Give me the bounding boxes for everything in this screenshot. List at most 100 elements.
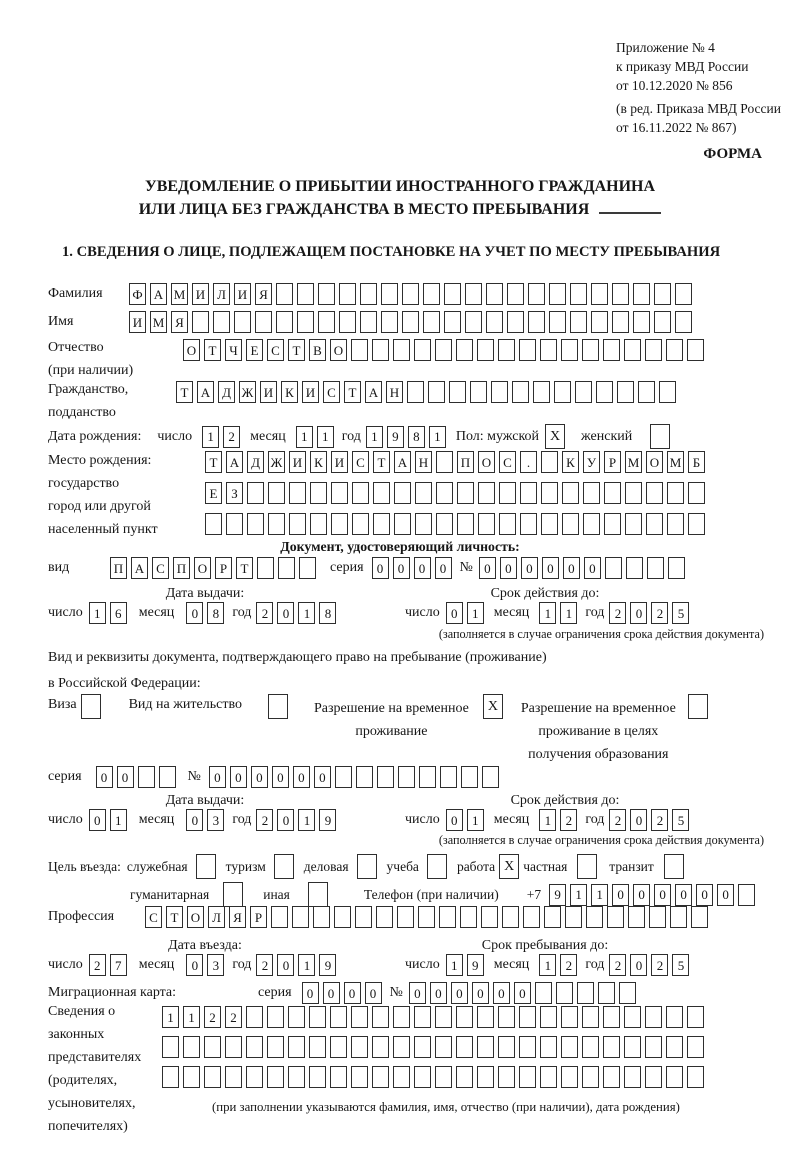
char-cell[interactable]: [477, 1066, 494, 1088]
char-cell[interactable]: О: [194, 557, 211, 579]
char-cell[interactable]: [393, 1036, 410, 1058]
char-cell[interactable]: [246, 1036, 263, 1058]
char-cell[interactable]: 2: [204, 1006, 221, 1028]
char-cell[interactable]: [645, 339, 662, 361]
checkbox-cell[interactable]: [356, 854, 377, 879]
char-cell[interactable]: 1: [591, 883, 609, 906]
char-cell[interactable]: [465, 311, 482, 333]
char-cell[interactable]: [465, 283, 482, 305]
char-cell[interactable]: [633, 311, 650, 333]
char-cell[interactable]: [603, 1036, 620, 1058]
char-cell[interactable]: [460, 906, 477, 928]
char-cell[interactable]: 0: [313, 766, 331, 788]
char-cell[interactable]: [318, 283, 335, 305]
char-cell[interactable]: [271, 906, 288, 928]
char-cell[interactable]: 1: [570, 883, 588, 906]
char-cell[interactable]: 0: [630, 954, 648, 976]
char-cell[interactable]: 1: [539, 809, 557, 831]
char-cell[interactable]: [372, 1036, 389, 1058]
char-cell[interactable]: [540, 339, 557, 361]
char-cell[interactable]: 0: [445, 602, 463, 624]
checkbox-cell[interactable]: [267, 694, 288, 719]
char-cell[interactable]: [604, 557, 622, 579]
char-cell[interactable]: [687, 1066, 704, 1088]
char-cell[interactable]: [268, 482, 285, 504]
char-cell[interactable]: [310, 482, 327, 504]
char-cell[interactable]: 2: [560, 954, 578, 976]
char-cell[interactable]: 0: [413, 557, 431, 579]
char-cell[interactable]: [528, 283, 545, 305]
char-cell[interactable]: [289, 513, 306, 535]
char-cell[interactable]: [555, 982, 573, 1004]
char-cell[interactable]: [649, 906, 666, 928]
char-cell[interactable]: [512, 381, 529, 403]
char-cell[interactable]: П: [110, 557, 127, 579]
char-cell[interactable]: [297, 283, 314, 305]
char-cell[interactable]: [603, 1006, 620, 1028]
char-cell[interactable]: [628, 906, 645, 928]
char-cell[interactable]: [439, 906, 456, 928]
char-cell[interactable]: 2: [609, 954, 627, 976]
char-cell[interactable]: С: [499, 451, 516, 473]
char-cell[interactable]: [659, 381, 676, 403]
char-cell[interactable]: В: [309, 339, 326, 361]
char-cell[interactable]: 9: [319, 809, 337, 831]
char-cell[interactable]: [624, 1066, 641, 1088]
char-cell[interactable]: [268, 513, 285, 535]
char-cell[interactable]: [612, 283, 629, 305]
char-cell[interactable]: [309, 1006, 326, 1028]
char-cell[interactable]: 0: [277, 809, 295, 831]
char-cell[interactable]: [502, 906, 519, 928]
char-cell[interactable]: [604, 482, 621, 504]
char-cell[interactable]: 1: [183, 1006, 200, 1028]
char-cell[interactable]: [583, 513, 600, 535]
char-cell[interactable]: Ж: [268, 451, 285, 473]
char-cell[interactable]: А: [394, 451, 411, 473]
char-cell[interactable]: [225, 1036, 242, 1058]
char-cell[interactable]: О: [646, 451, 663, 473]
char-cell[interactable]: [246, 1066, 263, 1088]
char-cell[interactable]: [670, 906, 687, 928]
char-cell[interactable]: [460, 766, 478, 788]
checkbox-cell[interactable]: [273, 854, 294, 879]
char-cell[interactable]: С: [152, 557, 169, 579]
checkbox-cell[interactable]: [577, 854, 598, 879]
char-cell[interactable]: [276, 283, 293, 305]
char-cell[interactable]: [645, 1006, 662, 1028]
char-cell[interactable]: [582, 339, 599, 361]
char-cell[interactable]: [478, 513, 495, 535]
char-cell[interactable]: О: [187, 906, 204, 928]
char-cell[interactable]: [183, 1066, 200, 1088]
char-cell[interactable]: [561, 1066, 578, 1088]
char-cell[interactable]: 0: [271, 766, 289, 788]
char-cell[interactable]: [415, 482, 432, 504]
char-cell[interactable]: [624, 1036, 641, 1058]
char-cell[interactable]: [267, 1066, 284, 1088]
char-cell[interactable]: [351, 1066, 368, 1088]
char-cell[interactable]: [436, 482, 453, 504]
char-cell[interactable]: [372, 1006, 389, 1028]
char-cell[interactable]: 9: [466, 954, 484, 976]
char-cell[interactable]: [604, 513, 621, 535]
char-cell[interactable]: [267, 1006, 284, 1028]
char-cell[interactable]: [330, 1036, 347, 1058]
char-cell[interactable]: 9: [549, 883, 567, 906]
char-cell[interactable]: 0: [562, 557, 580, 579]
char-cell[interactable]: [520, 513, 537, 535]
char-cell[interactable]: 9: [319, 954, 337, 976]
char-cell[interactable]: 1: [298, 954, 316, 976]
char-cell[interactable]: [397, 766, 415, 788]
char-cell[interactable]: [309, 1036, 326, 1058]
char-cell[interactable]: [414, 1036, 431, 1058]
char-cell[interactable]: [612, 311, 629, 333]
char-cell[interactable]: А: [150, 283, 167, 305]
char-cell[interactable]: Ч: [225, 339, 242, 361]
char-cell[interactable]: 0: [541, 557, 559, 579]
char-cell[interactable]: 1: [295, 425, 313, 448]
char-cell[interactable]: [507, 311, 524, 333]
char-cell[interactable]: [675, 283, 692, 305]
char-cell[interactable]: [481, 766, 499, 788]
char-cell[interactable]: 0: [116, 766, 134, 788]
char-cell[interactable]: [435, 1006, 452, 1028]
char-cell[interactable]: [688, 513, 705, 535]
